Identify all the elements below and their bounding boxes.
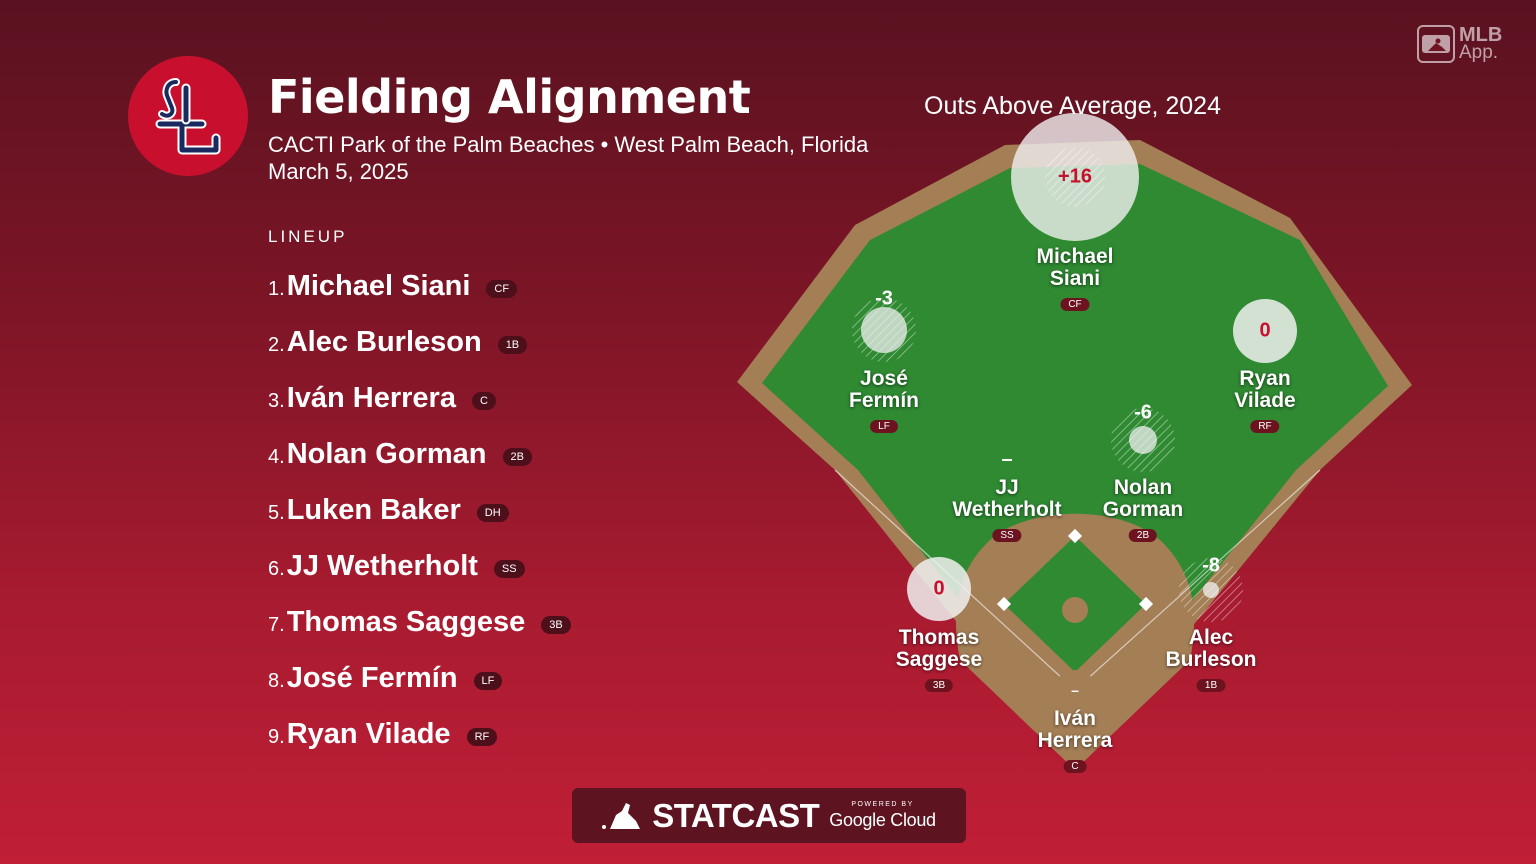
oaa-inner-circle-1b	[1203, 582, 1219, 598]
lineup-number: 1.	[268, 277, 285, 300]
lineup-list: 1. Michael Siani CF 2. Alec Burleson 1B 3. Iván…	[268, 258, 571, 762]
oaa-value-3b: 0	[933, 577, 945, 600]
fielder-label-c: Iván Herrera C	[1037, 707, 1113, 773]
home-plate-circle	[1053, 670, 1097, 714]
fielder-label-lf: José Fermín LF	[848, 367, 920, 433]
lineup-number: 3.	[268, 389, 285, 412]
lineup-player-name: Alec Burleson	[286, 325, 482, 358]
lineup-number: 6.	[268, 557, 285, 580]
oaa-value-ss: –	[1001, 448, 1013, 471]
lineup-player-name: Michael Siani	[286, 269, 471, 302]
oaa-circle-3b	[907, 557, 971, 621]
lineup-row: 6. JJ Wetherholt SS	[268, 538, 571, 594]
oaa-inner-circle-2b	[1129, 426, 1157, 454]
page-subtitle: CACTI Park of the Palm Beaches • West Pa…	[268, 131, 868, 185]
mlb-logo-icon	[1417, 25, 1455, 63]
second-base	[1067, 528, 1083, 544]
lineup-player-name: Luken Baker	[286, 493, 461, 526]
page-title: Fielding Alignment	[268, 70, 751, 124]
statcast-wordmark: STATCAST	[652, 796, 820, 834]
oaa-hatch-cf	[1045, 147, 1105, 207]
lineup-row: 1. Michael Siani CF	[268, 258, 571, 314]
oaa-value-cf: +16	[1058, 165, 1092, 188]
oaa-value-c: –	[1071, 682, 1079, 698]
oaa-title: Outs Above Average, 2024	[924, 92, 1221, 120]
fielder-label-1b: Alec Burleson 1B	[1165, 626, 1257, 692]
lineup-position-badge: CF	[486, 280, 518, 298]
lineup-player-name: Ryan Vilade	[286, 717, 451, 750]
lineup-position-badge: LF	[473, 672, 503, 690]
statcast-banner: STATCAST POWERED BY Google Cloud	[572, 788, 966, 843]
lineup-number: 9.	[268, 725, 285, 748]
lineup-player-name: JJ Wetherholt	[286, 549, 478, 582]
google-cloud-logo: POWERED BY Google Cloud	[829, 801, 936, 830]
oaa-value-lf: -3	[875, 287, 893, 310]
lineup-position-badge: SS	[493, 560, 525, 578]
lineup-position-badge: C	[471, 392, 496, 410]
fielder-label-ss: JJ Wetherholt SS	[952, 476, 1062, 542]
oaa-inner-circle-lf	[861, 307, 907, 353]
lineup-position-badge: 1B	[497, 336, 528, 354]
lineup-row: 2. Alec Burleson 1B	[268, 314, 571, 370]
cardinals-logo	[128, 56, 248, 176]
lineup-row: 4. Nolan Gorman 2B	[268, 426, 571, 482]
oaa-value-1b: -8	[1202, 554, 1220, 577]
outfield-grass	[762, 164, 1388, 748]
lineup-position-badge: 3B	[541, 616, 571, 634]
lineup-row: 3. Iván Herrera C	[268, 370, 571, 426]
oaa-circle-rf	[1233, 299, 1297, 363]
date-text: March 5, 2025	[268, 159, 409, 184]
lineup-player-name: José Fermín	[286, 661, 458, 694]
lineup-row: 9. Ryan Vilade RF	[268, 706, 571, 762]
fielder-label-rf: Ryan Vilade RF	[1234, 367, 1296, 433]
lineup-number: 4.	[268, 445, 285, 468]
lineup-number: 8.	[268, 669, 285, 692]
lineup-row: 7. Thomas Saggese 3B	[268, 594, 571, 650]
lineup-header: LINEUP	[268, 227, 348, 246]
lineup-number: 7.	[268, 613, 285, 636]
mlb-batter-icon	[602, 802, 641, 829]
mlb-app-logo: MLB App.	[1417, 24, 1513, 64]
lineup-player-name: Iván Herrera	[286, 381, 456, 414]
venue-text: CACTI Park of the Palm Beaches • West Pa…	[268, 132, 869, 157]
oaa-value-rf: 0	[1259, 319, 1271, 342]
lineup-position-badge: DH	[476, 504, 509, 522]
third-base	[996, 596, 1012, 612]
lineup-position-badge: RF	[466, 728, 498, 746]
lineup-row: 5. Luken Baker DH	[268, 482, 571, 538]
lineup-position-badge: 2B	[502, 448, 532, 466]
lineup-player-name: Nolan Gorman	[286, 437, 487, 470]
fielder-label-cf: Michael Siani CF	[1036, 245, 1114, 311]
lineup-number: 5.	[268, 501, 285, 524]
first-base	[1138, 596, 1154, 612]
fielder-label-3b: Thomas Saggese 3B	[895, 626, 983, 692]
lineup-player-name: Thomas Saggese	[286, 605, 526, 638]
lineup-number: 2.	[268, 333, 285, 356]
mlb-app-text: MLB App.	[1459, 24, 1503, 63]
oaa-value-2b: -6	[1134, 401, 1152, 424]
lineup-row: 8. José Fermín LF	[268, 650, 571, 706]
fielder-label-2b: Nolan Gorman 2B	[1102, 476, 1184, 542]
stl-logo-icon	[155, 78, 221, 155]
pitchers-mound	[1062, 597, 1088, 623]
